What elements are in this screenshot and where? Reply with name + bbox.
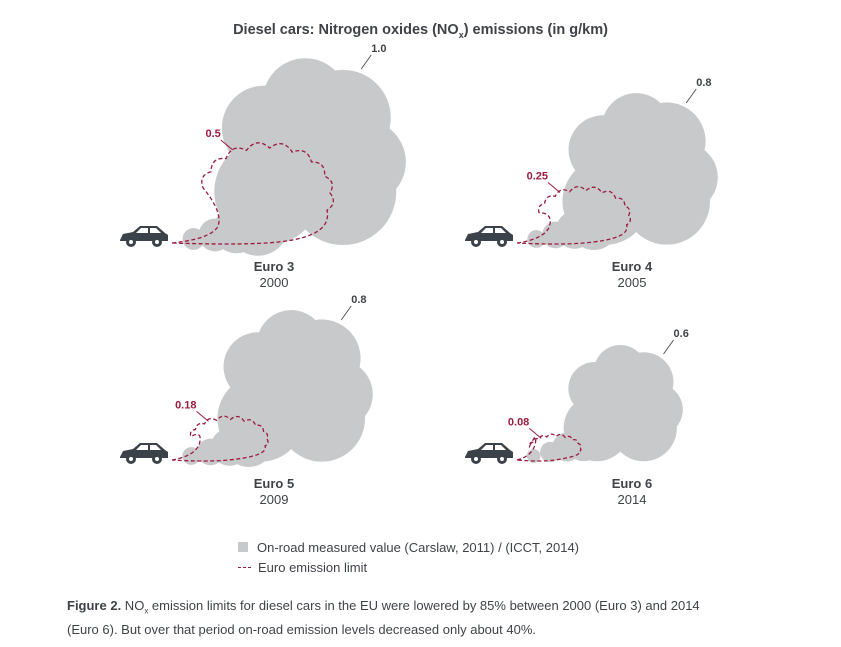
category-label: Euro 3 bbox=[254, 259, 294, 274]
limit-cloud-outline bbox=[516, 433, 582, 462]
measured-cloud bbox=[527, 93, 718, 250]
caption-text-3: (Euro 6). But over that period on-road e… bbox=[67, 621, 536, 637]
measured-value-label: 0.8 bbox=[696, 77, 711, 89]
car-icon bbox=[120, 226, 168, 247]
measured-cloud bbox=[182, 310, 373, 467]
limit-cloud-outline bbox=[171, 415, 269, 462]
limit-value-label: 0.25 bbox=[527, 171, 548, 183]
caption-figure-number: Figure 2. bbox=[67, 598, 122, 613]
category-label: Euro 5 bbox=[254, 476, 294, 491]
figure-caption: Figure 2. NOx emission limits for diesel… bbox=[67, 597, 807, 639]
legend-item-limit: Euro emission limit bbox=[238, 557, 579, 577]
measured-cloud bbox=[182, 58, 406, 256]
limit-value-label: 0.18 bbox=[175, 399, 196, 411]
measured-value-label: 0.6 bbox=[674, 328, 689, 340]
measured-cloud bbox=[526, 345, 683, 463]
caption-text: NO bbox=[121, 598, 145, 613]
limit-cloud-outline bbox=[171, 142, 334, 245]
year-label: 2014 bbox=[618, 492, 647, 507]
measured-value-label: 1.0 bbox=[371, 43, 386, 55]
title-text: Diesel cars: Nitrogen oxides (NO bbox=[233, 22, 459, 38]
year-label: 2000 bbox=[260, 275, 289, 290]
legend-item-measured: On-road measured value (Carslaw, 2011) /… bbox=[238, 537, 579, 557]
legend-label-measured: On-road measured value (Carslaw, 2011) /… bbox=[257, 539, 580, 555]
caption-text-2: emission limits for diesel cars in the E… bbox=[148, 598, 700, 613]
limit-value-label: 0.5 bbox=[206, 128, 221, 140]
title-text-end: ) emissions (in g/km) bbox=[463, 22, 608, 38]
car-icon bbox=[120, 443, 168, 464]
year-label: 2005 bbox=[618, 275, 647, 290]
limit-cloud-outline bbox=[516, 186, 632, 245]
car-icon bbox=[465, 443, 513, 464]
legend-swatch-limit bbox=[238, 566, 251, 568]
year-label: 2009 bbox=[260, 492, 289, 507]
legend: On-road measured value (Carslaw, 2011) /… bbox=[238, 537, 579, 577]
title-subscript: x bbox=[458, 29, 464, 40]
legend-swatch-measured bbox=[238, 542, 248, 552]
limit-value-label: 0.08 bbox=[508, 416, 529, 428]
chart-title: Diesel cars: Nitrogen oxides (NOx) emiss… bbox=[0, 22, 841, 40]
legend-label-limit: Euro emission limit bbox=[258, 559, 368, 575]
car-icon bbox=[465, 226, 513, 247]
category-label: Euro 4 bbox=[612, 259, 653, 274]
caption-subscript: x bbox=[144, 606, 149, 616]
measured-value-label: 0.8 bbox=[351, 294, 366, 306]
category-label: Euro 6 bbox=[612, 476, 652, 491]
